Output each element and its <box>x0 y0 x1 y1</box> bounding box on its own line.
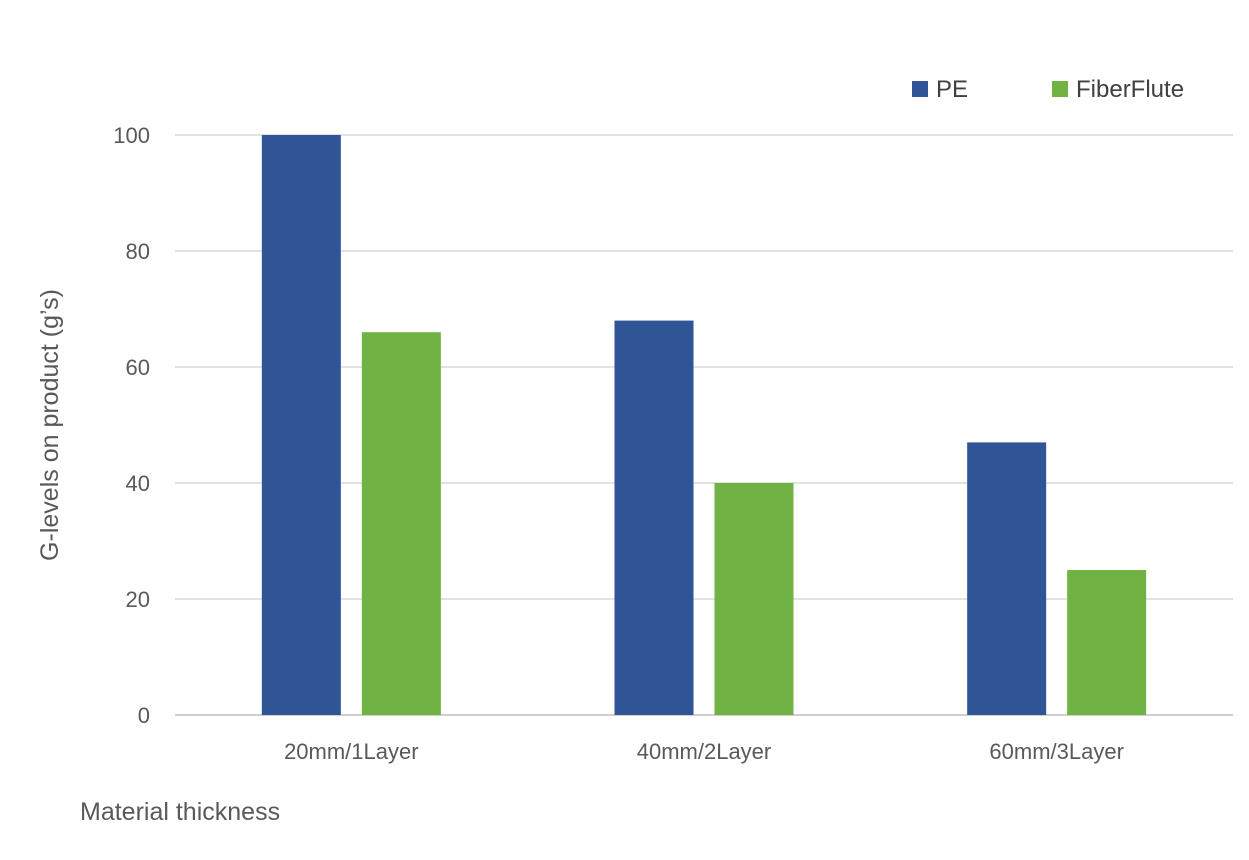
x-tick-label: 60mm/3Layer <box>989 739 1124 764</box>
y-tick-label: 80 <box>126 239 150 264</box>
legend-label-pe: PE <box>936 76 968 103</box>
y-tick-label: 20 <box>126 587 150 612</box>
legend-swatch-pe <box>912 81 928 97</box>
x-tick-label: 40mm/2Layer <box>637 739 772 764</box>
x-tick-label: 20mm/1Layer <box>284 739 419 764</box>
bar-fiberflute-2 <box>714 483 794 715</box>
y-tick-label: 60 <box>126 355 150 380</box>
y-axis-tick-labels: 0 20 40 60 80 100 <box>113 123 150 728</box>
y-tick-label: 40 <box>126 471 150 496</box>
x-axis-tick-labels: 20mm/1Layer 40mm/2Layer 60mm/3Layer <box>284 739 1124 764</box>
bar-fiberflute-3 <box>1067 570 1147 715</box>
bar-pe-3 <box>967 442 1047 715</box>
legend: PE FiberFlute <box>912 76 1184 103</box>
bar-fiberflute-1 <box>361 332 441 715</box>
legend-label-fiberflute: FiberFlute <box>1076 76 1184 103</box>
bar-pe-2 <box>614 320 694 715</box>
y-tick-label: 100 <box>113 123 150 148</box>
gridlines <box>175 134 1233 716</box>
y-axis-title: G-levels on product (g’s) <box>36 289 64 561</box>
bar-pe-1 <box>261 135 341 715</box>
legend-swatch-fiberflute <box>1052 81 1068 97</box>
x-axis-title: Material thickness <box>80 798 280 826</box>
y-tick-label: 0 <box>138 703 150 728</box>
bars <box>261 135 1147 715</box>
